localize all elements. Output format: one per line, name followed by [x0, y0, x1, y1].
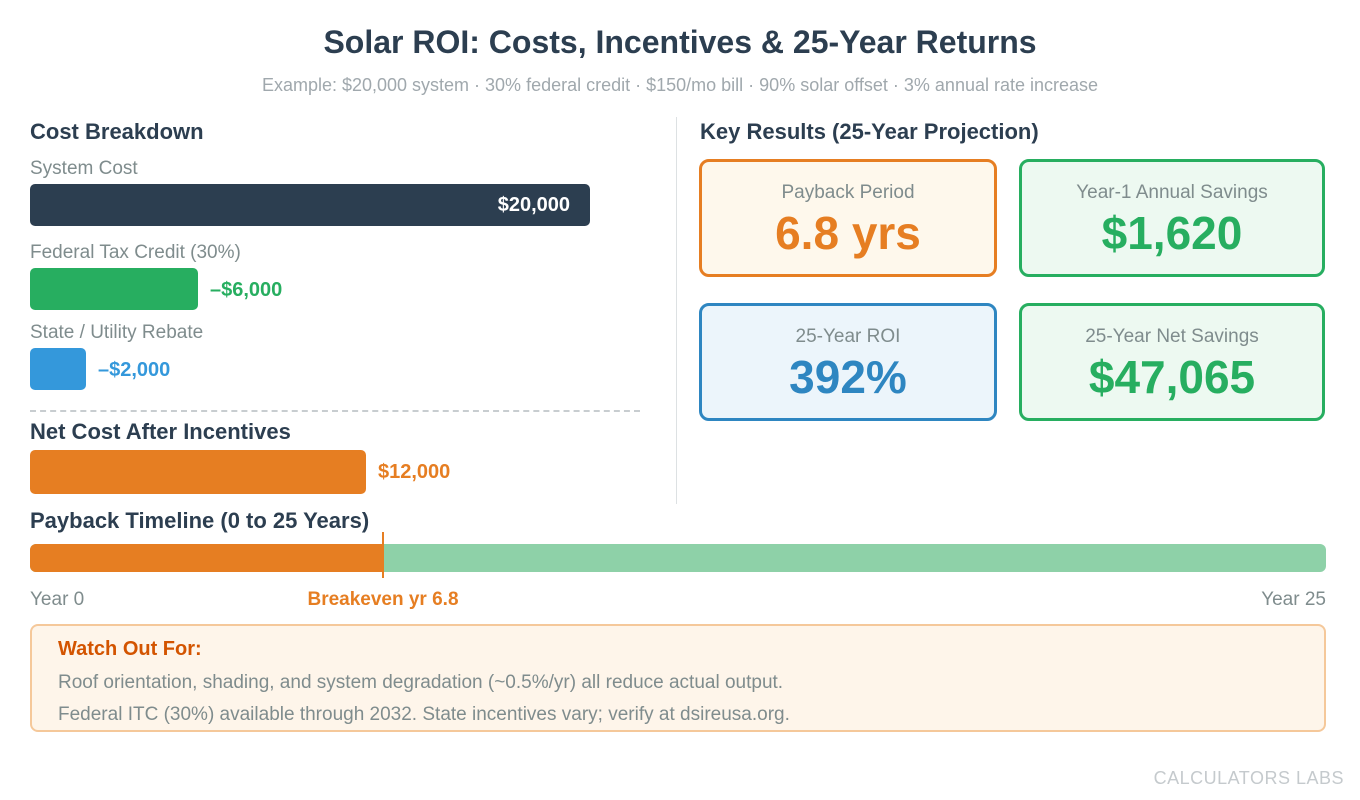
results-heading: Key Results (25-Year Projection) — [700, 119, 1039, 144]
card-25yr-roi: 25-Year ROI 392% — [699, 303, 997, 421]
watch-out-box: Watch Out For: Roof orientation, shading… — [30, 624, 1326, 732]
timeline-breakeven-marker — [382, 532, 384, 578]
bar-value-net-cost: $12,000 — [378, 461, 451, 483]
bar-label-system-cost: System Cost — [30, 158, 138, 179]
bar-value-state-rebate: –$2,000 — [98, 359, 171, 381]
card-value-year1: $1,620 — [1101, 207, 1243, 259]
bar-label-federal-credit: Federal Tax Credit (30%) — [30, 242, 241, 263]
column-divider — [676, 117, 677, 504]
card-label-payback: Payback Period — [781, 182, 915, 203]
card-payback-period: Payback Period 6.8 yrs — [699, 159, 997, 277]
cost-breakdown-heading: Cost Breakdown — [30, 119, 204, 144]
bar-state-rebate — [30, 348, 86, 390]
card-value-net-savings: $47,065 — [1088, 351, 1256, 403]
cost-divider — [30, 410, 640, 412]
watch-out-title: Watch Out For: — [58, 638, 202, 660]
page-subtitle: Example: $20,000 system · 30% federal cr… — [261, 75, 1099, 95]
timeline-breakeven-label: Breakeven yr 6.8 — [307, 589, 459, 610]
watch-out-line-1: Roof orientation, shading, and system de… — [58, 672, 784, 693]
card-year1-savings: Year-1 Annual Savings $1,620 — [1019, 159, 1325, 277]
card-label-net-savings: 25-Year Net Savings — [1085, 326, 1259, 347]
timeline-payback-fill — [30, 544, 383, 572]
watch-out-line-2: Federal ITC (30%) available through 2032… — [58, 704, 790, 725]
page-title: Solar ROI: Costs, Incentives & 25-Year R… — [323, 24, 1037, 60]
timeline-track — [30, 544, 1326, 572]
net-cost-heading: Net Cost After Incentives — [30, 419, 291, 444]
card-label-year1: Year-1 Annual Savings — [1076, 182, 1268, 203]
timeline-end-label: Year 25 — [1261, 589, 1326, 610]
timeline-start-label: Year 0 — [30, 589, 85, 610]
bar-net-cost — [30, 450, 366, 494]
bar-system-cost: $20,000 — [30, 184, 590, 226]
bar-value-system-cost: $20,000 — [497, 193, 570, 216]
card-25yr-net-savings: 25-Year Net Savings $47,065 — [1019, 303, 1325, 421]
bar-federal-credit — [30, 268, 198, 310]
bar-value-federal-credit: –$6,000 — [210, 279, 283, 301]
brand-watermark: CALCULATORS LABS — [1153, 768, 1344, 788]
timeline-heading: Payback Timeline (0 to 25 Years) — [30, 508, 370, 533]
bar-label-state-rebate: State / Utility Rebate — [30, 322, 204, 343]
card-value-roi: 392% — [789, 351, 907, 403]
card-label-roi: 25-Year ROI — [795, 326, 901, 347]
card-value-payback: 6.8 yrs — [775, 207, 921, 259]
